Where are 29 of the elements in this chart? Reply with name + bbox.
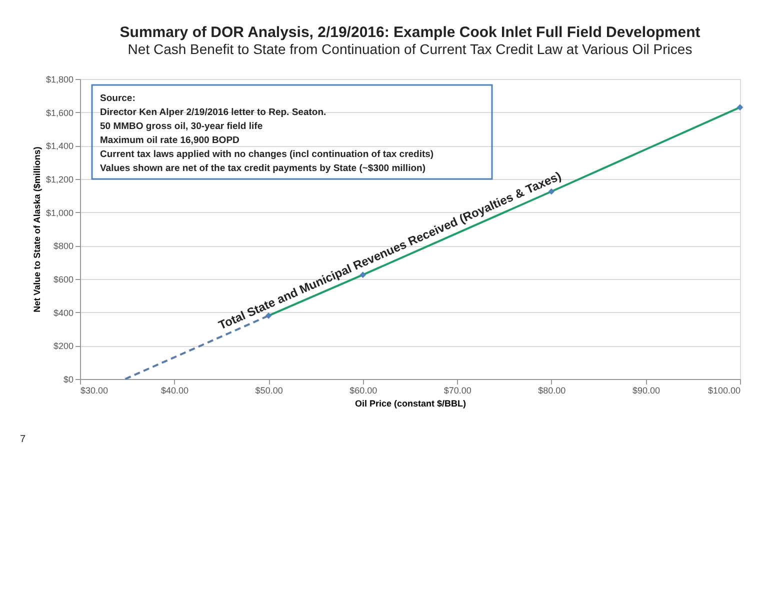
text: 7 <box>20 434 26 445</box>
y-tick-label: $200 <box>53 341 74 352</box>
annotation: Maximum oil rate 16,900 BOPD <box>100 135 240 146</box>
annotation: Source: <box>100 93 136 104</box>
x-axis-title: Oil Price (constant $/BBL) <box>354 398 466 408</box>
x-tick-label: $40.00 <box>161 386 189 396</box>
annotation: Values shown are net of the tax credit payments by State (~$300 million) <box>100 163 426 174</box>
y-tick-label: $1,200 <box>46 174 74 184</box>
x-tick-label: $30.00 <box>80 386 108 396</box>
y-axis-title: Net Value to State of Alaska ($millions) <box>32 146 42 312</box>
chart-subtitle: Net Cash Benefit to State from Continuation of Current Tax Credit Law at Various Oil Prices <box>128 41 692 57</box>
x-tick-label: $80.00 <box>538 386 566 396</box>
annotation: Current tax laws applied with no changes (incl continuation of tax credits) <box>100 149 434 160</box>
x-tick-label: $100.00 <box>708 386 740 396</box>
y-tick-label: $1,000 <box>46 208 74 218</box>
y-tick-label: $1,800 <box>46 74 74 84</box>
x-tick-label: $50.00 <box>255 386 283 396</box>
y-tick-label: $800 <box>53 241 74 252</box>
x-tick-label: $90.00 <box>632 386 660 396</box>
y-tick-label: $600 <box>53 274 74 284</box>
annotation: Director Ken Alper 2/19/2016 letter to Rep. Seaton. <box>100 107 326 118</box>
y-tick-label: $1,400 <box>46 141 74 152</box>
y-tick-label: $1,600 <box>46 108 74 118</box>
y-tick-label: $400 <box>53 308 74 318</box>
annotation: 50 MMBO gross oil, 30-year field life <box>100 121 263 132</box>
x-tick-label: $60.00 <box>350 386 378 396</box>
y-tick-label: $0 <box>63 374 74 384</box>
chart-title: Summary of DOR Analysis, 2/19/2016: Example Cook Inlet Full Field Development <box>120 24 700 41</box>
x-tick-label: $70.00 <box>444 386 472 396</box>
